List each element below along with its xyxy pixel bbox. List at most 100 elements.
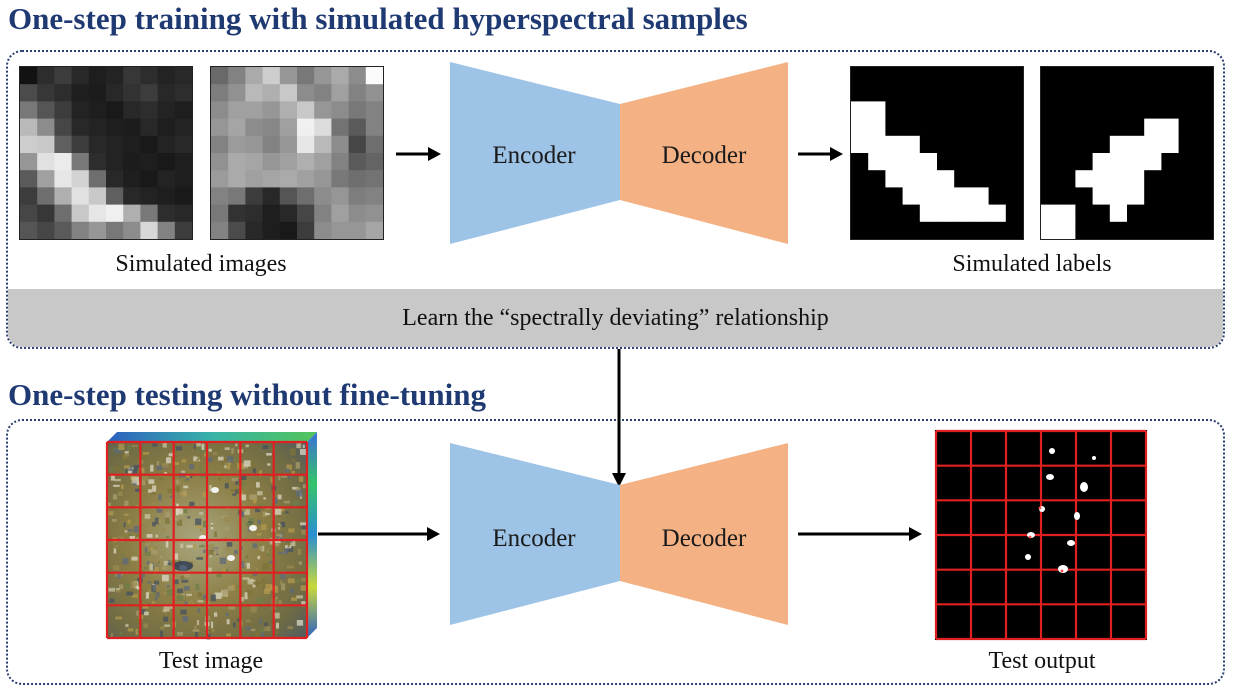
simulated-label-2-pixel bbox=[1178, 118, 1197, 137]
simulated-image-2-pixel bbox=[314, 187, 332, 205]
simulated-label-2-pixel bbox=[1041, 135, 1059, 154]
simulated-image-1-pixel bbox=[174, 67, 193, 85]
simulated-label-1-pixel bbox=[988, 101, 1007, 119]
simulated-image-1-pixel bbox=[54, 67, 72, 85]
simulated-label-2-pixel bbox=[1161, 170, 1179, 188]
simulated-image-2-pixel bbox=[262, 118, 281, 137]
simulated-label-1-pixel bbox=[937, 84, 955, 102]
simulated-image-1-pixel bbox=[88, 221, 107, 240]
simulated-label-2-pixel bbox=[1195, 135, 1214, 154]
simulated-image-1-pixel bbox=[123, 204, 141, 223]
simulated-label-1-pixel bbox=[988, 204, 1007, 223]
simulated-image-1-pixel bbox=[157, 101, 176, 119]
simulated-image-1-pixel bbox=[140, 135, 158, 154]
simulated-label-1-pixel bbox=[971, 118, 989, 137]
simulated-image-1-pixel bbox=[123, 170, 141, 188]
simulated-label-2-pixel bbox=[1144, 170, 1162, 188]
simulated-label-2-pixel bbox=[1127, 204, 1145, 223]
simulated-label-2-pixel bbox=[1109, 187, 1128, 205]
simulated-label-1-pixel bbox=[851, 101, 869, 119]
testing-encoder-decoder: Encoder Decoder bbox=[450, 443, 788, 625]
training-encoder-label: Encoder bbox=[492, 142, 576, 169]
simulated-image-2-pixel bbox=[365, 101, 384, 119]
simulated-label-2-pixel bbox=[1144, 84, 1162, 102]
simulated-image-1-pixel bbox=[106, 101, 124, 119]
simulated-image-2-pixel bbox=[331, 135, 349, 154]
simulated-image-1-pixel bbox=[123, 101, 141, 119]
simulated-image-1-pixel bbox=[54, 135, 72, 154]
simulated-image-1-pixel bbox=[37, 135, 55, 154]
simulated-label-2-pixel bbox=[1058, 84, 1076, 102]
simulated-label-2-pixel bbox=[1109, 118, 1128, 137]
simulated-label-2-pixel bbox=[1127, 170, 1145, 188]
simulated-label-2-pixel bbox=[1144, 221, 1162, 240]
simulated-label-1-pixel bbox=[988, 135, 1007, 154]
simulated-label-1-pixel bbox=[919, 204, 938, 223]
simulated-image-2-pixel bbox=[331, 204, 349, 223]
simulated-label-1-pixel bbox=[919, 187, 938, 205]
simulated-image-2-pixel bbox=[211, 135, 229, 154]
simulated-label-1 bbox=[850, 66, 1024, 240]
simulated-image-1-pixel bbox=[140, 84, 158, 102]
simulated-image-2-pixel bbox=[211, 204, 229, 223]
simulated-label-2-pixel bbox=[1127, 84, 1145, 102]
simulated-image-1-pixel bbox=[37, 221, 55, 240]
simulated-label-1-pixel bbox=[1005, 67, 1024, 85]
test-image-caption: Test image bbox=[158, 648, 264, 674]
simulated-image-1-pixel bbox=[20, 118, 38, 137]
simulated-label-2-pixel bbox=[1195, 204, 1214, 223]
simulated-image-1-pixel bbox=[37, 153, 55, 171]
simulated-label-2-pixel bbox=[1092, 187, 1111, 205]
simulated-label-2-pixel bbox=[1178, 101, 1197, 119]
simulated-image-1-pixel bbox=[37, 170, 55, 188]
simulated-label-1-pixel bbox=[919, 170, 938, 188]
simulated-label-1-pixel bbox=[902, 101, 921, 119]
simulated-image-2-pixel bbox=[211, 170, 229, 188]
simulated-label-1-pixel bbox=[885, 84, 903, 102]
simulated-image-1-pixel bbox=[20, 84, 38, 102]
simulated-image-2-pixel bbox=[314, 67, 332, 85]
test-image-grid bbox=[105, 440, 309, 640]
simulated-image-1-pixel bbox=[140, 204, 158, 223]
simulated-label-2-pixel bbox=[1195, 118, 1214, 137]
simulated-label-2-pixel bbox=[1041, 118, 1059, 137]
simulated-image-2-pixel bbox=[331, 221, 349, 240]
simulated-label-1-pixel bbox=[1005, 84, 1024, 102]
simulated-image-1-pixel bbox=[123, 187, 141, 205]
simulated-image-1-pixel bbox=[123, 153, 141, 171]
simulated-label-1-pixel bbox=[988, 221, 1007, 240]
simulated-label-2-pixel bbox=[1195, 187, 1214, 205]
simulated-label-2-pixel bbox=[1161, 135, 1179, 154]
simulated-image-2-pixel bbox=[331, 118, 349, 137]
simulated-label-2-pixel bbox=[1127, 221, 1145, 240]
simulated-image-1-pixel bbox=[140, 67, 158, 85]
simulated-image-1-pixel bbox=[54, 153, 72, 171]
simulated-label-1-pixel bbox=[937, 221, 955, 240]
simulated-image-2-pixel bbox=[228, 153, 246, 171]
simulated-label-1-pixel bbox=[937, 204, 955, 223]
simulated-label-1-pixel bbox=[919, 221, 938, 240]
simulated-label-1-pixel bbox=[902, 67, 921, 85]
simulated-label-1-pixel bbox=[902, 153, 921, 171]
simulated-label-2-pixel bbox=[1195, 153, 1214, 171]
simulated-label-1-pixel bbox=[919, 135, 938, 154]
simulated-image-1-pixel bbox=[20, 204, 38, 223]
simulated-image-1-pixel bbox=[88, 135, 107, 154]
simulated-image-2-pixel bbox=[211, 101, 229, 119]
simulated-image-1-pixel bbox=[123, 118, 141, 137]
simulated-label-1-pixel bbox=[868, 135, 886, 154]
simulated-image-1-pixel bbox=[20, 170, 38, 188]
simulated-label-1-pixel bbox=[868, 118, 886, 137]
simulated-image-2-pixel bbox=[331, 153, 349, 171]
simulated-image-1-pixel bbox=[71, 101, 90, 119]
simulated-label-1-pixel bbox=[885, 118, 903, 137]
simulated-image-2-pixel bbox=[279, 101, 298, 119]
simulated-image-1-pixel bbox=[71, 221, 90, 240]
simulated-image-1-pixel bbox=[37, 204, 55, 223]
simulated-image-1-pixel bbox=[174, 204, 193, 223]
simulated-label-2-pixel bbox=[1144, 135, 1162, 154]
simulated-image-1-pixel bbox=[157, 67, 176, 85]
simulated-image-2-pixel bbox=[279, 67, 298, 85]
simulated-image-1-pixel bbox=[157, 204, 176, 223]
test-output bbox=[934, 429, 1148, 641]
